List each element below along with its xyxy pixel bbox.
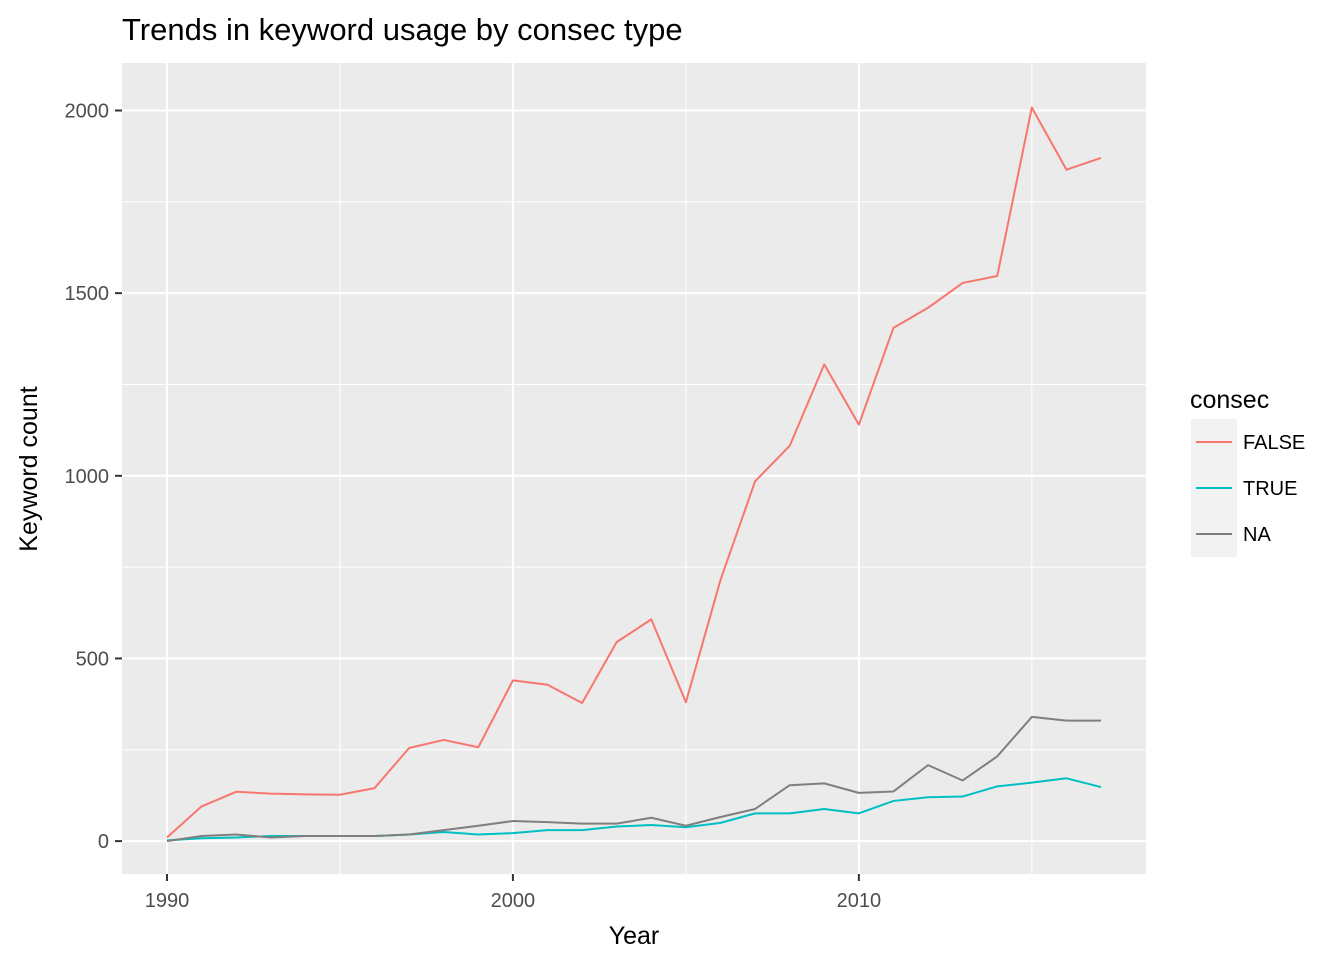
legend-label: TRUE: [1243, 478, 1297, 500]
plot-panel: [122, 63, 1146, 874]
chart-title: Trends in keyword usage by consec type: [122, 12, 683, 47]
x-tick-label: 2010: [837, 890, 882, 912]
y-tick-label: 0: [98, 831, 109, 853]
x-tick-label: 2000: [491, 890, 536, 912]
y-axis-title: Keyword count: [15, 386, 43, 551]
x-axis: 1990 2000 2010: [145, 874, 881, 912]
legend-label: FALSE: [1243, 432, 1305, 454]
grid-minor: [122, 63, 1146, 874]
y-axis: 0 500 1000 1500 2000: [65, 100, 122, 853]
x-axis-title: Year: [609, 922, 660, 950]
x-tick-label: 1990: [145, 890, 190, 912]
y-tick-label: 1000: [65, 466, 110, 488]
series-line-na: [166, 715, 1102, 843]
series-line-false: [166, 106, 1102, 839]
y-tick-label: 2000: [65, 100, 110, 122]
grid-major: [122, 63, 1146, 874]
legend: consec FALSE TRUE NA: [1190, 386, 1305, 557]
y-tick-label: 1500: [65, 283, 110, 305]
legend-title: consec: [1190, 386, 1269, 414]
legend-label: NA: [1243, 524, 1271, 546]
series-lines: [166, 106, 1102, 843]
y-tick-label: 500: [76, 648, 109, 670]
legend-items: FALSE TRUE NA: [1191, 419, 1305, 557]
